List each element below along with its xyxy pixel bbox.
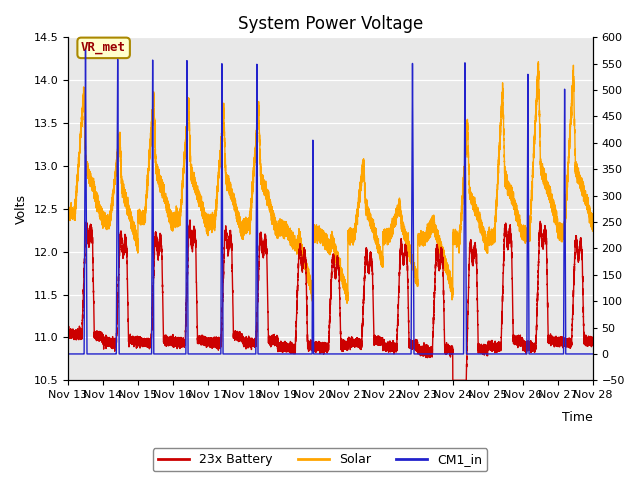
Title: System Power Voltage: System Power Voltage	[237, 15, 423, 33]
Y-axis label: Volts: Volts	[15, 194, 28, 224]
Text: Time: Time	[562, 411, 593, 424]
Legend: 23x Battery, Solar, CM1_in: 23x Battery, Solar, CM1_in	[153, 448, 487, 471]
Text: VR_met: VR_met	[81, 41, 126, 54]
